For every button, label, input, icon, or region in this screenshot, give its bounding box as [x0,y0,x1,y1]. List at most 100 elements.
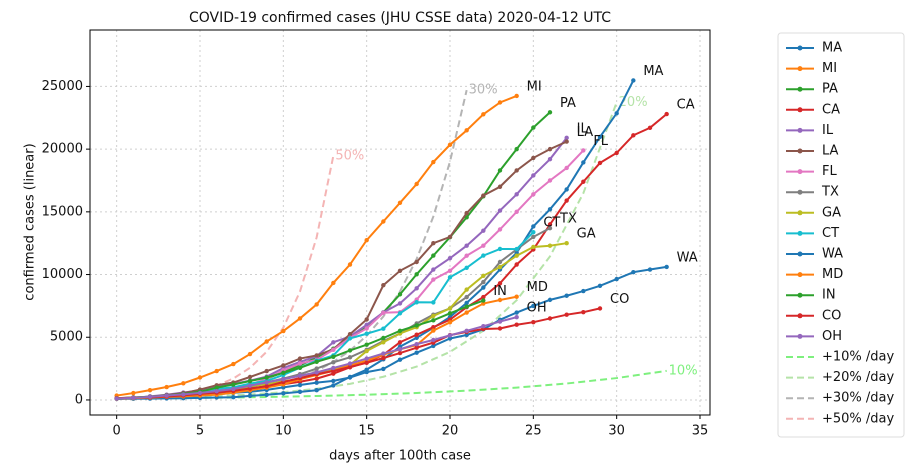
legend-label: TX [821,185,839,200]
point [347,361,353,366]
legend-label: +50% /day [822,411,895,426]
point [464,210,469,216]
point [231,382,236,387]
point [531,319,536,325]
point [497,227,503,232]
point [497,297,503,303]
y-axis-label: confirmed cases (linear) [23,143,38,300]
x-tick-label: 20 [442,424,459,439]
point [364,356,369,361]
point [464,332,469,338]
legend-label: IL [822,123,834,138]
point [647,267,653,272]
point [181,392,186,397]
series-end-label: WA [677,250,698,265]
point [397,301,403,306]
point [547,222,553,227]
point [447,142,453,147]
point [147,387,153,393]
point [331,365,336,371]
legend-marker [797,251,803,257]
point [481,324,486,329]
point [414,335,419,341]
x-tick-label: 5 [196,424,204,439]
legend-marker [797,189,803,195]
point [481,298,486,303]
reference-label: 10% [669,363,698,378]
point [531,192,536,197]
legend-label: MA [822,41,842,56]
point [481,294,486,300]
point [231,395,236,400]
point [497,281,503,286]
point [464,310,469,315]
legend-label: CA [822,102,840,117]
point [564,165,569,171]
point [447,311,453,316]
point [197,375,203,380]
point [531,244,536,250]
point [497,259,503,265]
point [447,306,453,311]
point [314,366,319,371]
point [297,356,303,361]
point [264,375,269,380]
y-tick-label: 0 [75,392,83,407]
point [264,339,269,344]
point [581,309,586,315]
legend-marker [797,148,803,154]
point [514,310,519,315]
point [397,328,403,334]
point [531,303,536,309]
point [481,112,486,117]
legend-marker [797,292,803,298]
point [514,294,519,299]
legend-marker [797,66,803,72]
reference-line [116,89,468,400]
point [514,192,519,197]
series-end-label: OH [527,301,547,316]
point [397,268,403,273]
reference-label: 30% [469,83,498,98]
point [214,385,219,390]
series-end-label: MD [527,280,548,295]
point [364,326,369,331]
point [347,336,353,341]
point [281,377,286,382]
point [514,246,519,252]
point [314,370,319,375]
point [414,341,419,347]
point [247,378,253,384]
point [447,320,453,325]
point [314,359,319,365]
point [664,111,669,117]
legend-label: CO [822,308,841,323]
point [547,297,553,303]
point [281,391,286,396]
point [331,340,336,345]
point [497,326,503,331]
y-tick-label: 25000 [42,79,83,94]
point [131,390,136,396]
point [531,229,536,235]
point [397,350,403,356]
series-end-label: MA [643,64,663,79]
point [431,328,436,333]
point [431,313,436,319]
point [347,355,353,360]
legend-marker [797,107,803,113]
point [431,277,436,282]
x-axis-label: days after 100th case [329,449,471,464]
legend-marker [797,333,803,339]
point [381,326,386,331]
point [131,395,136,401]
point [464,300,469,306]
point [531,224,536,229]
point [247,393,253,399]
point [447,333,453,338]
series-end-label: TX [559,212,577,227]
legend-marker [797,230,803,236]
point [347,348,353,353]
legend-label: +20% /day [822,370,895,385]
point [164,393,169,398]
